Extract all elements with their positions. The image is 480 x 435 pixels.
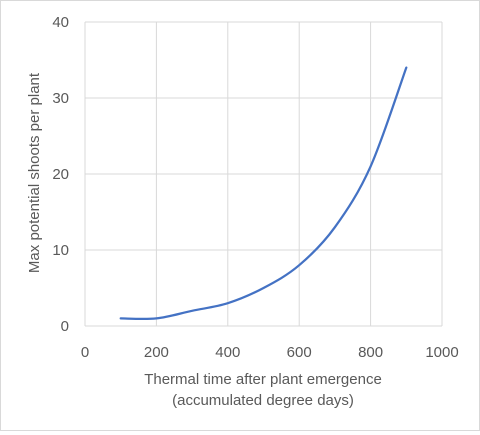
x-axis-line-group <box>84 22 442 327</box>
series-line-0 <box>119 66 408 321</box>
gridlines <box>85 21 443 326</box>
axis-titles: Max potential shoots per plant Thermal t… <box>26 72 382 409</box>
x-tick-label-200: 200 <box>144 344 169 361</box>
x-axis-title-line-2: (accumulated degree days) <box>172 392 354 409</box>
series-layer <box>119 66 408 321</box>
x-tick-label-600: 600 <box>287 344 312 361</box>
y-tick-label-10: 10 <box>52 242 69 259</box>
y-axis-title: Max potential shoots per plant <box>26 72 43 273</box>
y-tick-label-30: 30 <box>52 90 69 107</box>
y-tick-label-0: 0 <box>61 318 69 335</box>
x-tick-label-800: 800 <box>358 344 383 361</box>
x-tick-label-400: 400 <box>215 344 240 361</box>
x-tick-label-1000: 1000 <box>425 344 458 361</box>
y-tick-label-40: 40 <box>52 14 69 31</box>
y-tick-label-20: 20 <box>52 166 69 183</box>
x-tick-label-0: 0 <box>81 344 89 361</box>
x-axis-title-line-1: Thermal time after plant emergence <box>144 371 382 388</box>
